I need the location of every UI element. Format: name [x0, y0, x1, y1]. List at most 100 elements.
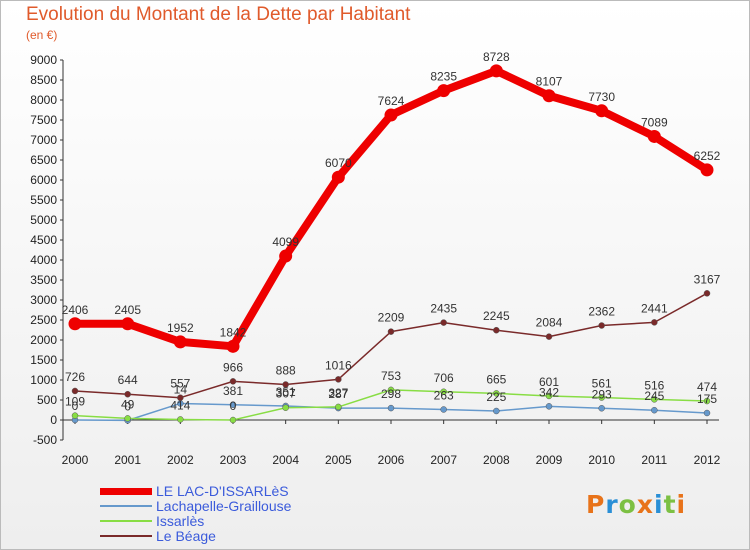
- data-point: [229, 401, 237, 409]
- data-point: [387, 404, 395, 412]
- data-label: 7730: [588, 90, 615, 104]
- data-point: [177, 416, 184, 423]
- y-tick-label: 6500: [30, 153, 57, 167]
- data-point: [545, 392, 553, 400]
- data-label: 2406: [62, 303, 89, 317]
- x-tick-label: 2010: [588, 453, 615, 467]
- data-label: 351: [276, 385, 296, 399]
- legend-item-lac: LE LAC-D'ISSARLèS: [100, 483, 400, 499]
- data-point: [335, 376, 342, 383]
- data-point: [440, 319, 447, 326]
- data-point: [598, 405, 605, 412]
- y-tick-label: 2500: [30, 313, 57, 327]
- data-point: [542, 89, 556, 103]
- x-tick-label: 2012: [694, 453, 721, 467]
- data-label: 14: [174, 382, 188, 396]
- data-point: [598, 394, 605, 401]
- data-point: [489, 64, 503, 78]
- y-tick-label: 1000: [30, 373, 57, 387]
- data-label: 287: [328, 387, 348, 401]
- data-point: [703, 290, 711, 297]
- y-tick-label: 8000: [30, 93, 57, 107]
- data-label: 7089: [641, 115, 668, 129]
- y-tick-label: 3500: [30, 273, 57, 287]
- data-point: [124, 415, 131, 422]
- data-label: 2435: [430, 302, 457, 316]
- data-label: 307: [276, 387, 296, 401]
- data-label: 1016: [325, 358, 352, 372]
- legend-label: Lachapelle-Graillouse: [156, 498, 292, 514]
- y-tick-label: 7500: [30, 113, 57, 127]
- data-point: [440, 406, 447, 413]
- logo-letter: r: [605, 490, 619, 519]
- y-tick-label: 9000: [30, 53, 57, 67]
- y-tick-label: 5500: [30, 193, 57, 207]
- y-tick-label: 500: [37, 393, 57, 407]
- data-label: 2084: [536, 316, 563, 330]
- data-label: 753: [381, 369, 401, 383]
- data-label: 8107: [536, 75, 563, 89]
- y-tick-label: 8500: [30, 73, 57, 87]
- data-label: 557: [170, 377, 190, 391]
- x-tick-label: 2003: [220, 453, 247, 467]
- data-point: [598, 322, 605, 329]
- data-point: [700, 163, 714, 177]
- legend-label: Le Béage: [156, 528, 216, 544]
- data-point: [493, 407, 500, 415]
- legend-item-le-beage: Le Béage: [100, 528, 400, 544]
- x-tick-label: 2005: [325, 453, 352, 467]
- data-point: [335, 403, 342, 411]
- data-label: 706: [434, 371, 454, 385]
- logo-letter: P: [586, 490, 606, 519]
- data-point: [437, 84, 451, 98]
- data-label: 966: [223, 360, 243, 374]
- data-label: 1952: [167, 321, 194, 335]
- y-tick-label: 1500: [30, 353, 57, 367]
- data-label: 0: [72, 399, 79, 413]
- data-point: [545, 403, 553, 410]
- data-label: 2362: [588, 305, 615, 319]
- data-point: [651, 406, 658, 414]
- data-point: [651, 319, 658, 326]
- y-tick-label: 4500: [30, 233, 57, 247]
- data-point: [229, 378, 237, 385]
- logo-letter: i: [654, 490, 664, 519]
- data-point: [647, 129, 661, 143]
- data-point: [703, 397, 711, 405]
- data-label: 225: [486, 390, 506, 404]
- data-label: 49: [121, 397, 135, 411]
- data-label: 0: [124, 399, 131, 413]
- data-label: 0: [230, 399, 237, 413]
- y-tick-label: -500: [33, 433, 57, 447]
- logo-letter: t: [663, 490, 677, 519]
- data-label: 298: [381, 387, 401, 401]
- data-label: 7624: [378, 94, 405, 108]
- data-label: 888: [276, 363, 296, 377]
- data-label: 414: [170, 398, 190, 412]
- data-point: [177, 394, 184, 401]
- legend-label: LE LAC-D'ISSARLèS: [156, 483, 289, 499]
- data-label: 665: [486, 372, 506, 386]
- y-tick-label: 3000: [30, 293, 57, 307]
- data-point: [331, 170, 345, 184]
- legend-item-issarles: Issarlès: [100, 513, 400, 529]
- data-point: [651, 396, 658, 403]
- logo-letter: i: [676, 490, 687, 519]
- x-tick-label: 2011: [641, 453, 667, 467]
- legend-swatch: [100, 505, 152, 507]
- chart-title: Evolution du Montant de la Dette par Hab…: [26, 4, 411, 25]
- data-label: 327: [328, 386, 348, 400]
- data-label: 381: [223, 384, 243, 398]
- data-point: [384, 108, 398, 122]
- x-tick-label: 2009: [536, 453, 563, 467]
- y-tick-label: 6000: [30, 173, 57, 187]
- data-label: 561: [592, 377, 612, 391]
- x-tick-label: 2004: [272, 453, 299, 467]
- x-tick-label: 2001: [114, 453, 141, 467]
- data-label: 644: [118, 373, 138, 387]
- data-label: 293: [592, 387, 612, 401]
- data-label: 726: [65, 370, 85, 384]
- data-point: [226, 339, 240, 353]
- data-point: [703, 409, 711, 417]
